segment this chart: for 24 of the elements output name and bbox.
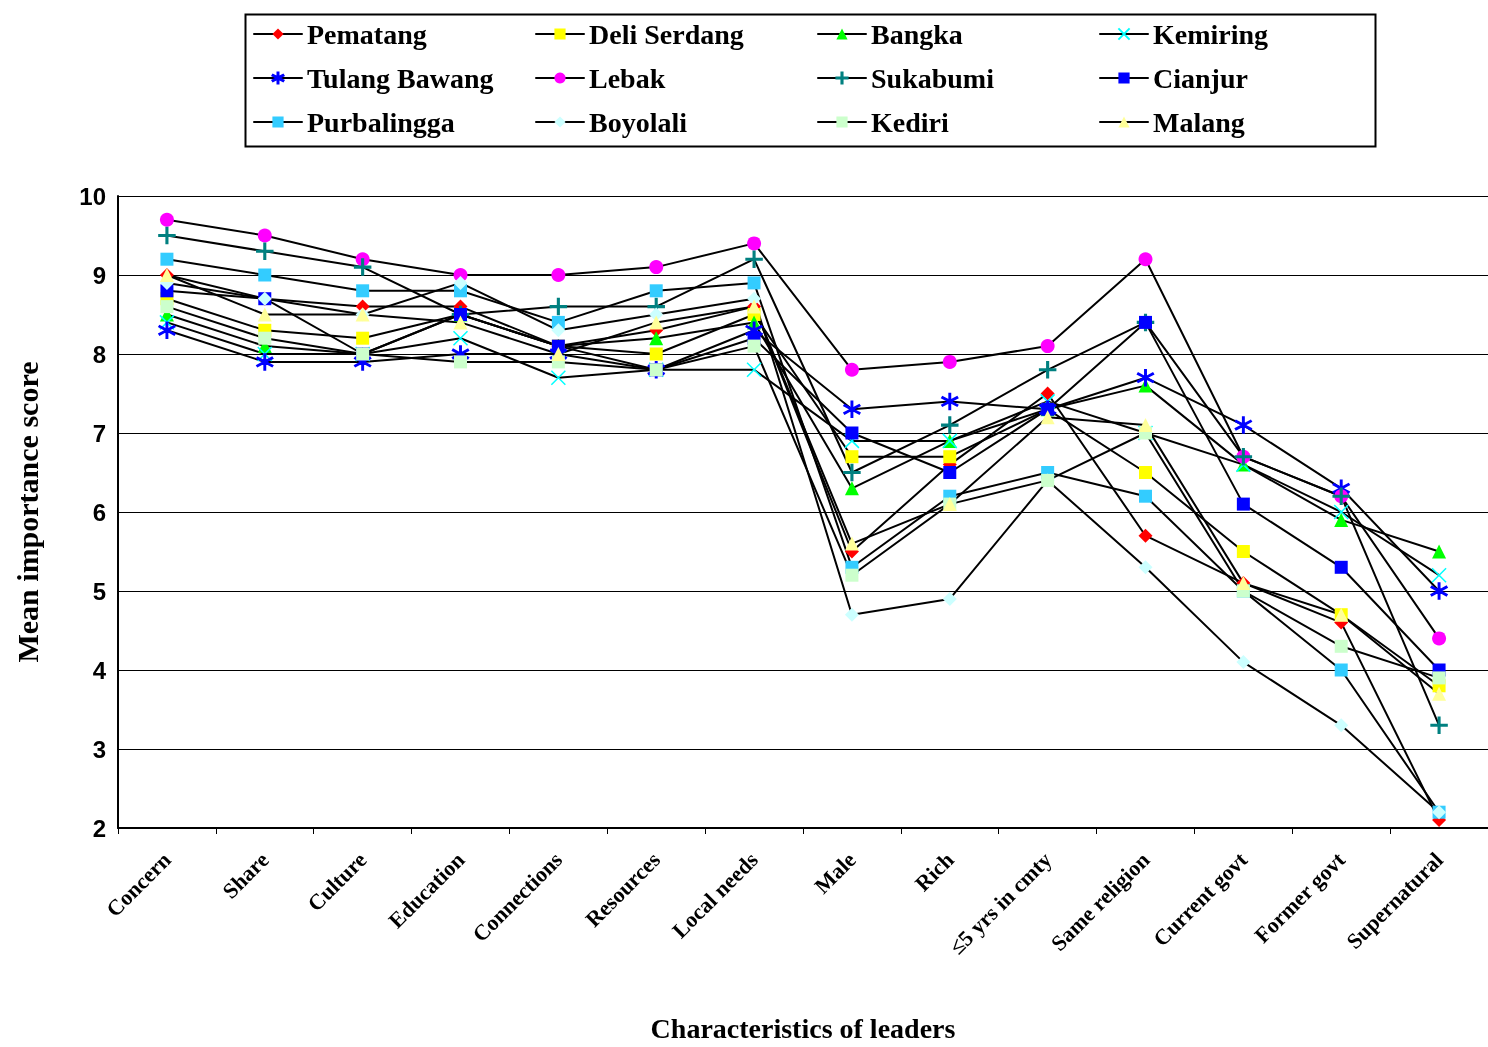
legend-label: Deli Serdang: [589, 18, 744, 50]
legend-label: Bangka: [871, 18, 963, 50]
legend-label: Sukabumi: [871, 62, 995, 94]
y-tick-label: 9: [92, 261, 106, 289]
legend-label: Kediri: [871, 106, 949, 138]
y-tick-label: 3: [92, 735, 106, 763]
y-tick-label: 7: [92, 419, 106, 447]
y-axis-title: Mean importance score: [10, 361, 44, 663]
y-tick-label: 6: [92, 498, 106, 526]
y-tick-label: 5: [92, 577, 106, 605]
x-tick-label: Rich: [909, 847, 959, 896]
x-axis-title: Characteristics of leaders: [650, 1012, 956, 1044]
y-tick-label: 4: [92, 656, 107, 684]
legend-label: Lebak: [589, 62, 666, 94]
legend-label: Tulang Bawang: [307, 62, 494, 94]
legend-label: Boyolali: [589, 106, 688, 138]
y-tick-label: 2: [92, 814, 106, 842]
legend-label: Kemiring: [1153, 18, 1269, 50]
y-tick-label: 8: [92, 340, 106, 368]
y-tick-label: 10: [79, 182, 106, 210]
legend-label: Malang: [1153, 106, 1245, 138]
legend-label: Purbalingga: [307, 106, 455, 138]
legend-label: Pematang: [307, 18, 427, 50]
legend-label: Cianjur: [1153, 62, 1248, 94]
